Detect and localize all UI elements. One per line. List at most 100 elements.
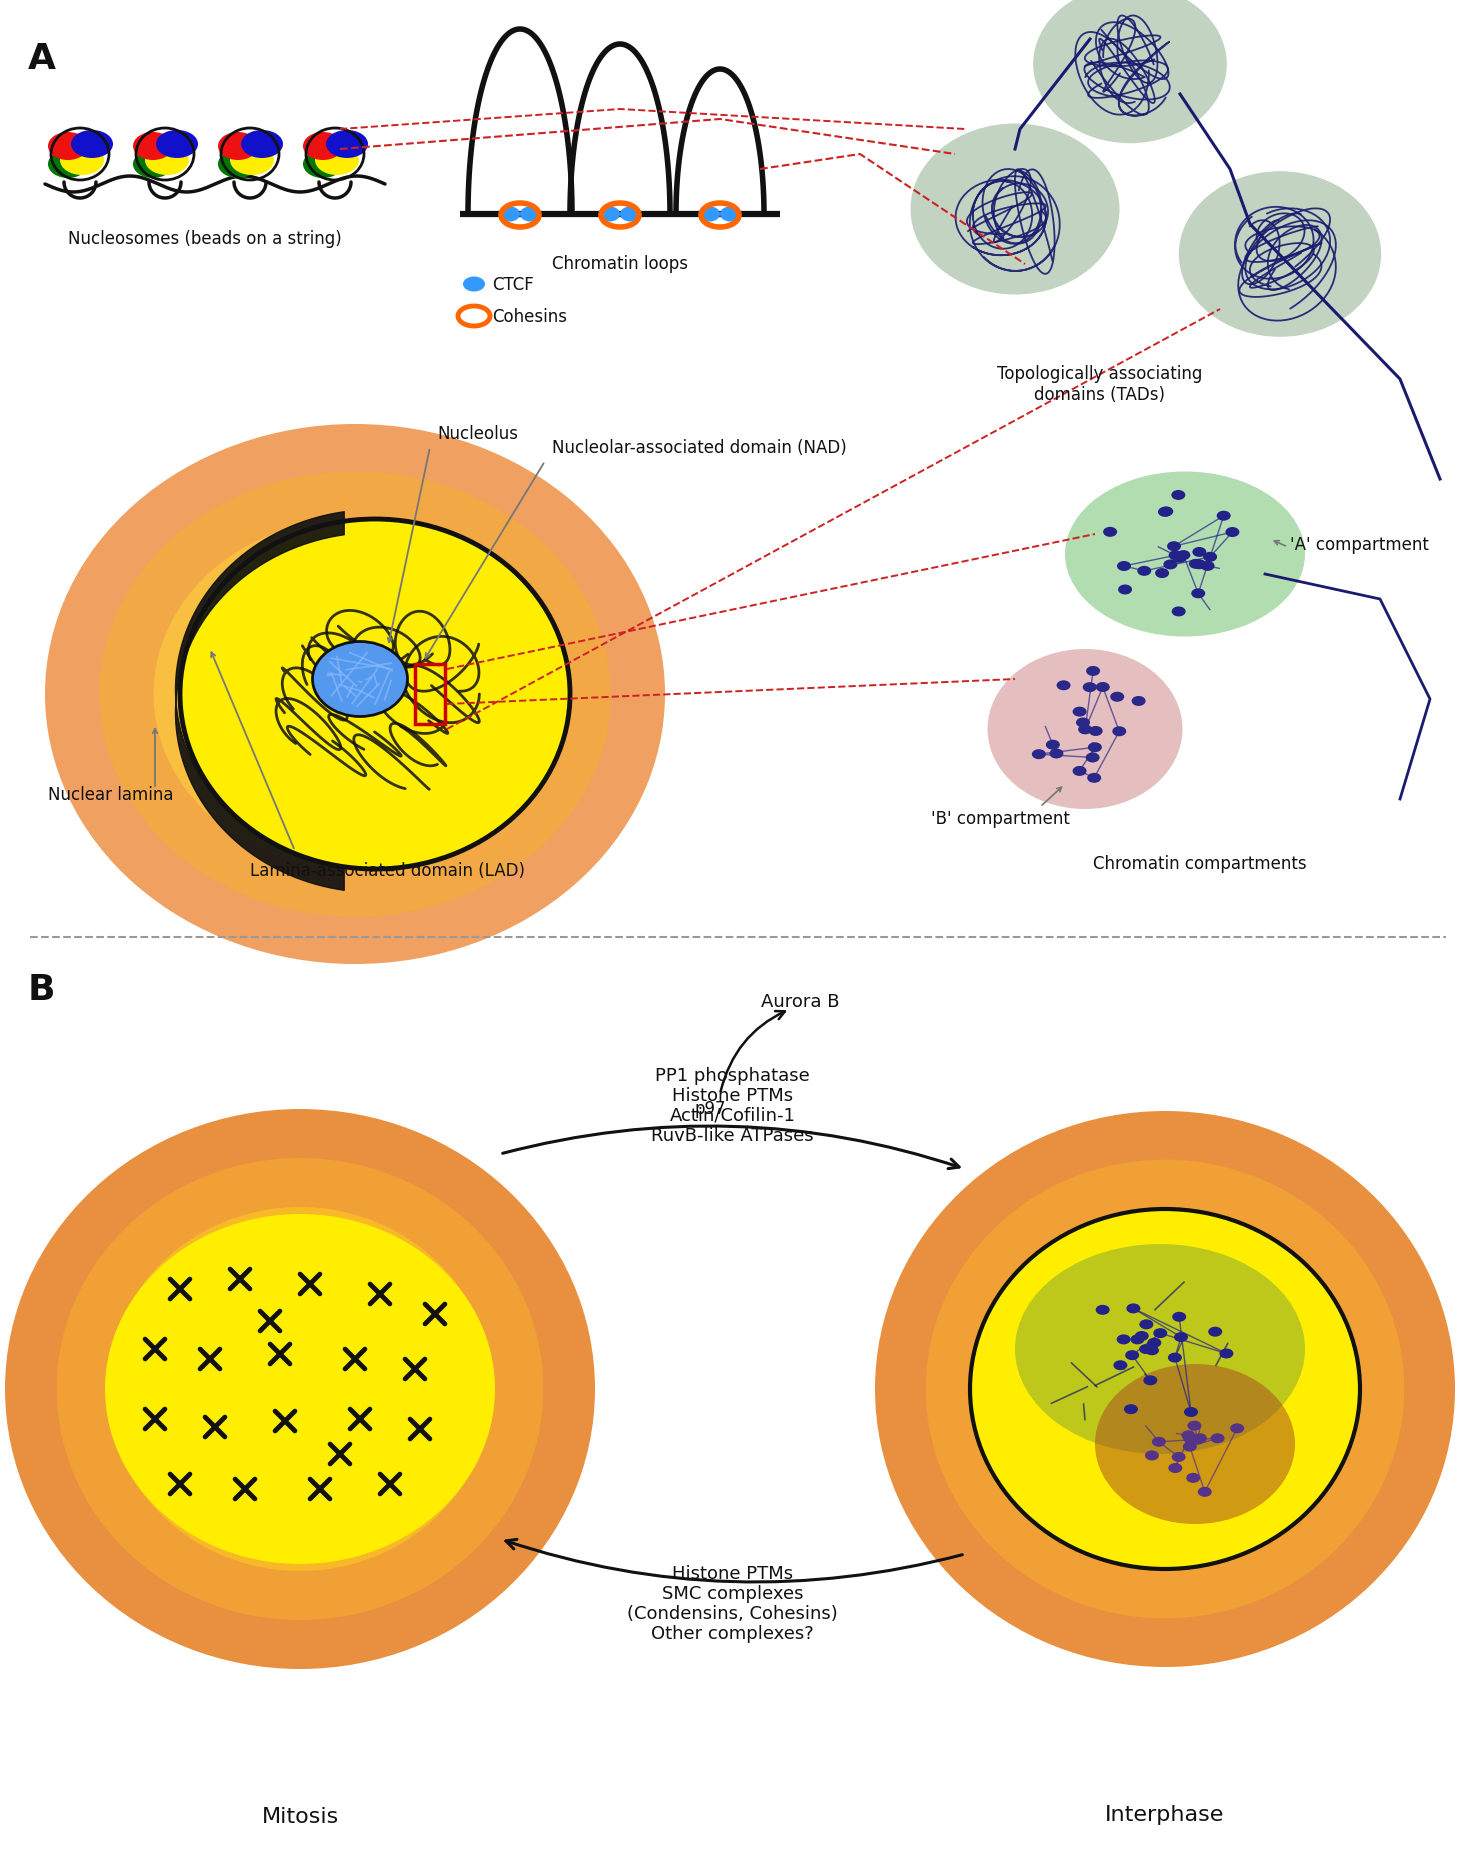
Text: A: A xyxy=(28,43,56,76)
Ellipse shape xyxy=(1172,1313,1187,1322)
Ellipse shape xyxy=(1188,559,1203,570)
Text: Aurora B: Aurora B xyxy=(760,992,840,1010)
Ellipse shape xyxy=(105,1214,494,1564)
Text: Nuclear lamina: Nuclear lamina xyxy=(49,786,174,804)
Ellipse shape xyxy=(241,132,283,160)
Ellipse shape xyxy=(1145,1450,1159,1461)
Ellipse shape xyxy=(1219,1348,1234,1359)
Ellipse shape xyxy=(61,147,103,176)
Text: Chromatin loops: Chromatin loops xyxy=(552,254,688,273)
Ellipse shape xyxy=(1086,667,1100,676)
Ellipse shape xyxy=(720,208,739,223)
Ellipse shape xyxy=(1172,553,1187,565)
Text: Actin/Cofilin-1: Actin/Cofilin-1 xyxy=(670,1107,796,1123)
Ellipse shape xyxy=(977,1209,1353,1569)
Ellipse shape xyxy=(1073,767,1086,776)
Ellipse shape xyxy=(44,425,666,964)
Ellipse shape xyxy=(1049,748,1063,760)
Text: PP1 phosphatase: PP1 phosphatase xyxy=(655,1066,810,1084)
Ellipse shape xyxy=(1095,1305,1110,1315)
Ellipse shape xyxy=(1131,1335,1144,1344)
Ellipse shape xyxy=(159,1257,440,1523)
Ellipse shape xyxy=(1176,552,1190,561)
Ellipse shape xyxy=(1230,1424,1244,1434)
Ellipse shape xyxy=(303,150,342,178)
Ellipse shape xyxy=(1123,1404,1138,1415)
Ellipse shape xyxy=(1073,708,1086,717)
Ellipse shape xyxy=(145,147,189,176)
Ellipse shape xyxy=(1163,561,1178,570)
Ellipse shape xyxy=(1173,1331,1188,1343)
Ellipse shape xyxy=(1187,1473,1200,1484)
Ellipse shape xyxy=(1184,1434,1197,1445)
Ellipse shape xyxy=(1172,1452,1185,1461)
Ellipse shape xyxy=(1145,1346,1159,1356)
Ellipse shape xyxy=(56,1159,543,1619)
Ellipse shape xyxy=(1168,542,1181,552)
Ellipse shape xyxy=(1117,561,1131,572)
Ellipse shape xyxy=(1125,1350,1139,1361)
Ellipse shape xyxy=(1095,1365,1294,1525)
Ellipse shape xyxy=(208,566,502,823)
Ellipse shape xyxy=(154,520,556,871)
Ellipse shape xyxy=(1193,561,1206,570)
Ellipse shape xyxy=(230,147,275,176)
Text: RuvB-like ATPases: RuvB-like ATPases xyxy=(651,1127,813,1144)
Ellipse shape xyxy=(133,134,173,162)
Ellipse shape xyxy=(601,208,620,223)
Ellipse shape xyxy=(180,520,570,869)
Ellipse shape xyxy=(620,208,641,223)
Ellipse shape xyxy=(49,150,89,178)
Ellipse shape xyxy=(1110,693,1125,702)
Text: 'A' compartment: 'A' compartment xyxy=(1290,535,1429,553)
Ellipse shape xyxy=(1088,743,1103,752)
Text: Lamina-associated domain (LAD): Lamina-associated domain (LAD) xyxy=(249,862,525,880)
Ellipse shape xyxy=(1089,726,1103,737)
Ellipse shape xyxy=(1033,0,1227,145)
Ellipse shape xyxy=(1132,696,1145,706)
Ellipse shape xyxy=(1187,1421,1201,1432)
Ellipse shape xyxy=(1191,589,1206,600)
Ellipse shape xyxy=(1159,507,1172,518)
Ellipse shape xyxy=(1057,682,1070,691)
Ellipse shape xyxy=(1103,527,1117,537)
Ellipse shape xyxy=(326,132,368,160)
Ellipse shape xyxy=(970,1209,1359,1569)
Ellipse shape xyxy=(133,150,173,178)
Ellipse shape xyxy=(1159,507,1173,516)
Ellipse shape xyxy=(1199,1487,1212,1497)
Ellipse shape xyxy=(1181,1430,1196,1441)
Ellipse shape xyxy=(1191,1435,1204,1445)
Ellipse shape xyxy=(1032,750,1046,760)
Text: Nucleolus: Nucleolus xyxy=(437,425,518,442)
Ellipse shape xyxy=(987,650,1182,810)
Text: Topologically associating
domains (TADs): Topologically associating domains (TADs) xyxy=(998,364,1203,403)
Ellipse shape xyxy=(1216,511,1231,522)
Text: Mitosis: Mitosis xyxy=(261,1807,338,1825)
Text: (Condensins, Cohesins): (Condensins, Cohesins) xyxy=(627,1604,838,1623)
Text: Histone PTMs: Histone PTMs xyxy=(672,1564,793,1582)
Ellipse shape xyxy=(71,132,114,160)
Text: CTCF: CTCF xyxy=(492,277,534,293)
Ellipse shape xyxy=(1046,741,1060,750)
Text: SMC complexes: SMC complexes xyxy=(661,1584,803,1603)
Text: Nucleolar-associated domain (NAD): Nucleolar-associated domain (NAD) xyxy=(552,438,847,457)
Ellipse shape xyxy=(1077,724,1092,735)
Ellipse shape xyxy=(218,150,258,178)
Ellipse shape xyxy=(1113,1361,1128,1370)
Ellipse shape xyxy=(1184,1408,1199,1417)
Ellipse shape xyxy=(1086,754,1100,763)
Ellipse shape xyxy=(1179,173,1382,338)
Ellipse shape xyxy=(1137,566,1151,576)
Ellipse shape xyxy=(1088,773,1101,784)
Ellipse shape xyxy=(520,208,540,223)
Ellipse shape xyxy=(1066,472,1305,637)
Ellipse shape xyxy=(1225,527,1240,539)
Ellipse shape xyxy=(4,1109,595,1669)
Ellipse shape xyxy=(1200,561,1215,572)
Text: Histone PTMs: Histone PTMs xyxy=(672,1086,793,1105)
Ellipse shape xyxy=(1156,568,1169,579)
Ellipse shape xyxy=(1193,548,1206,557)
Ellipse shape xyxy=(156,132,198,160)
Ellipse shape xyxy=(1117,585,1132,594)
